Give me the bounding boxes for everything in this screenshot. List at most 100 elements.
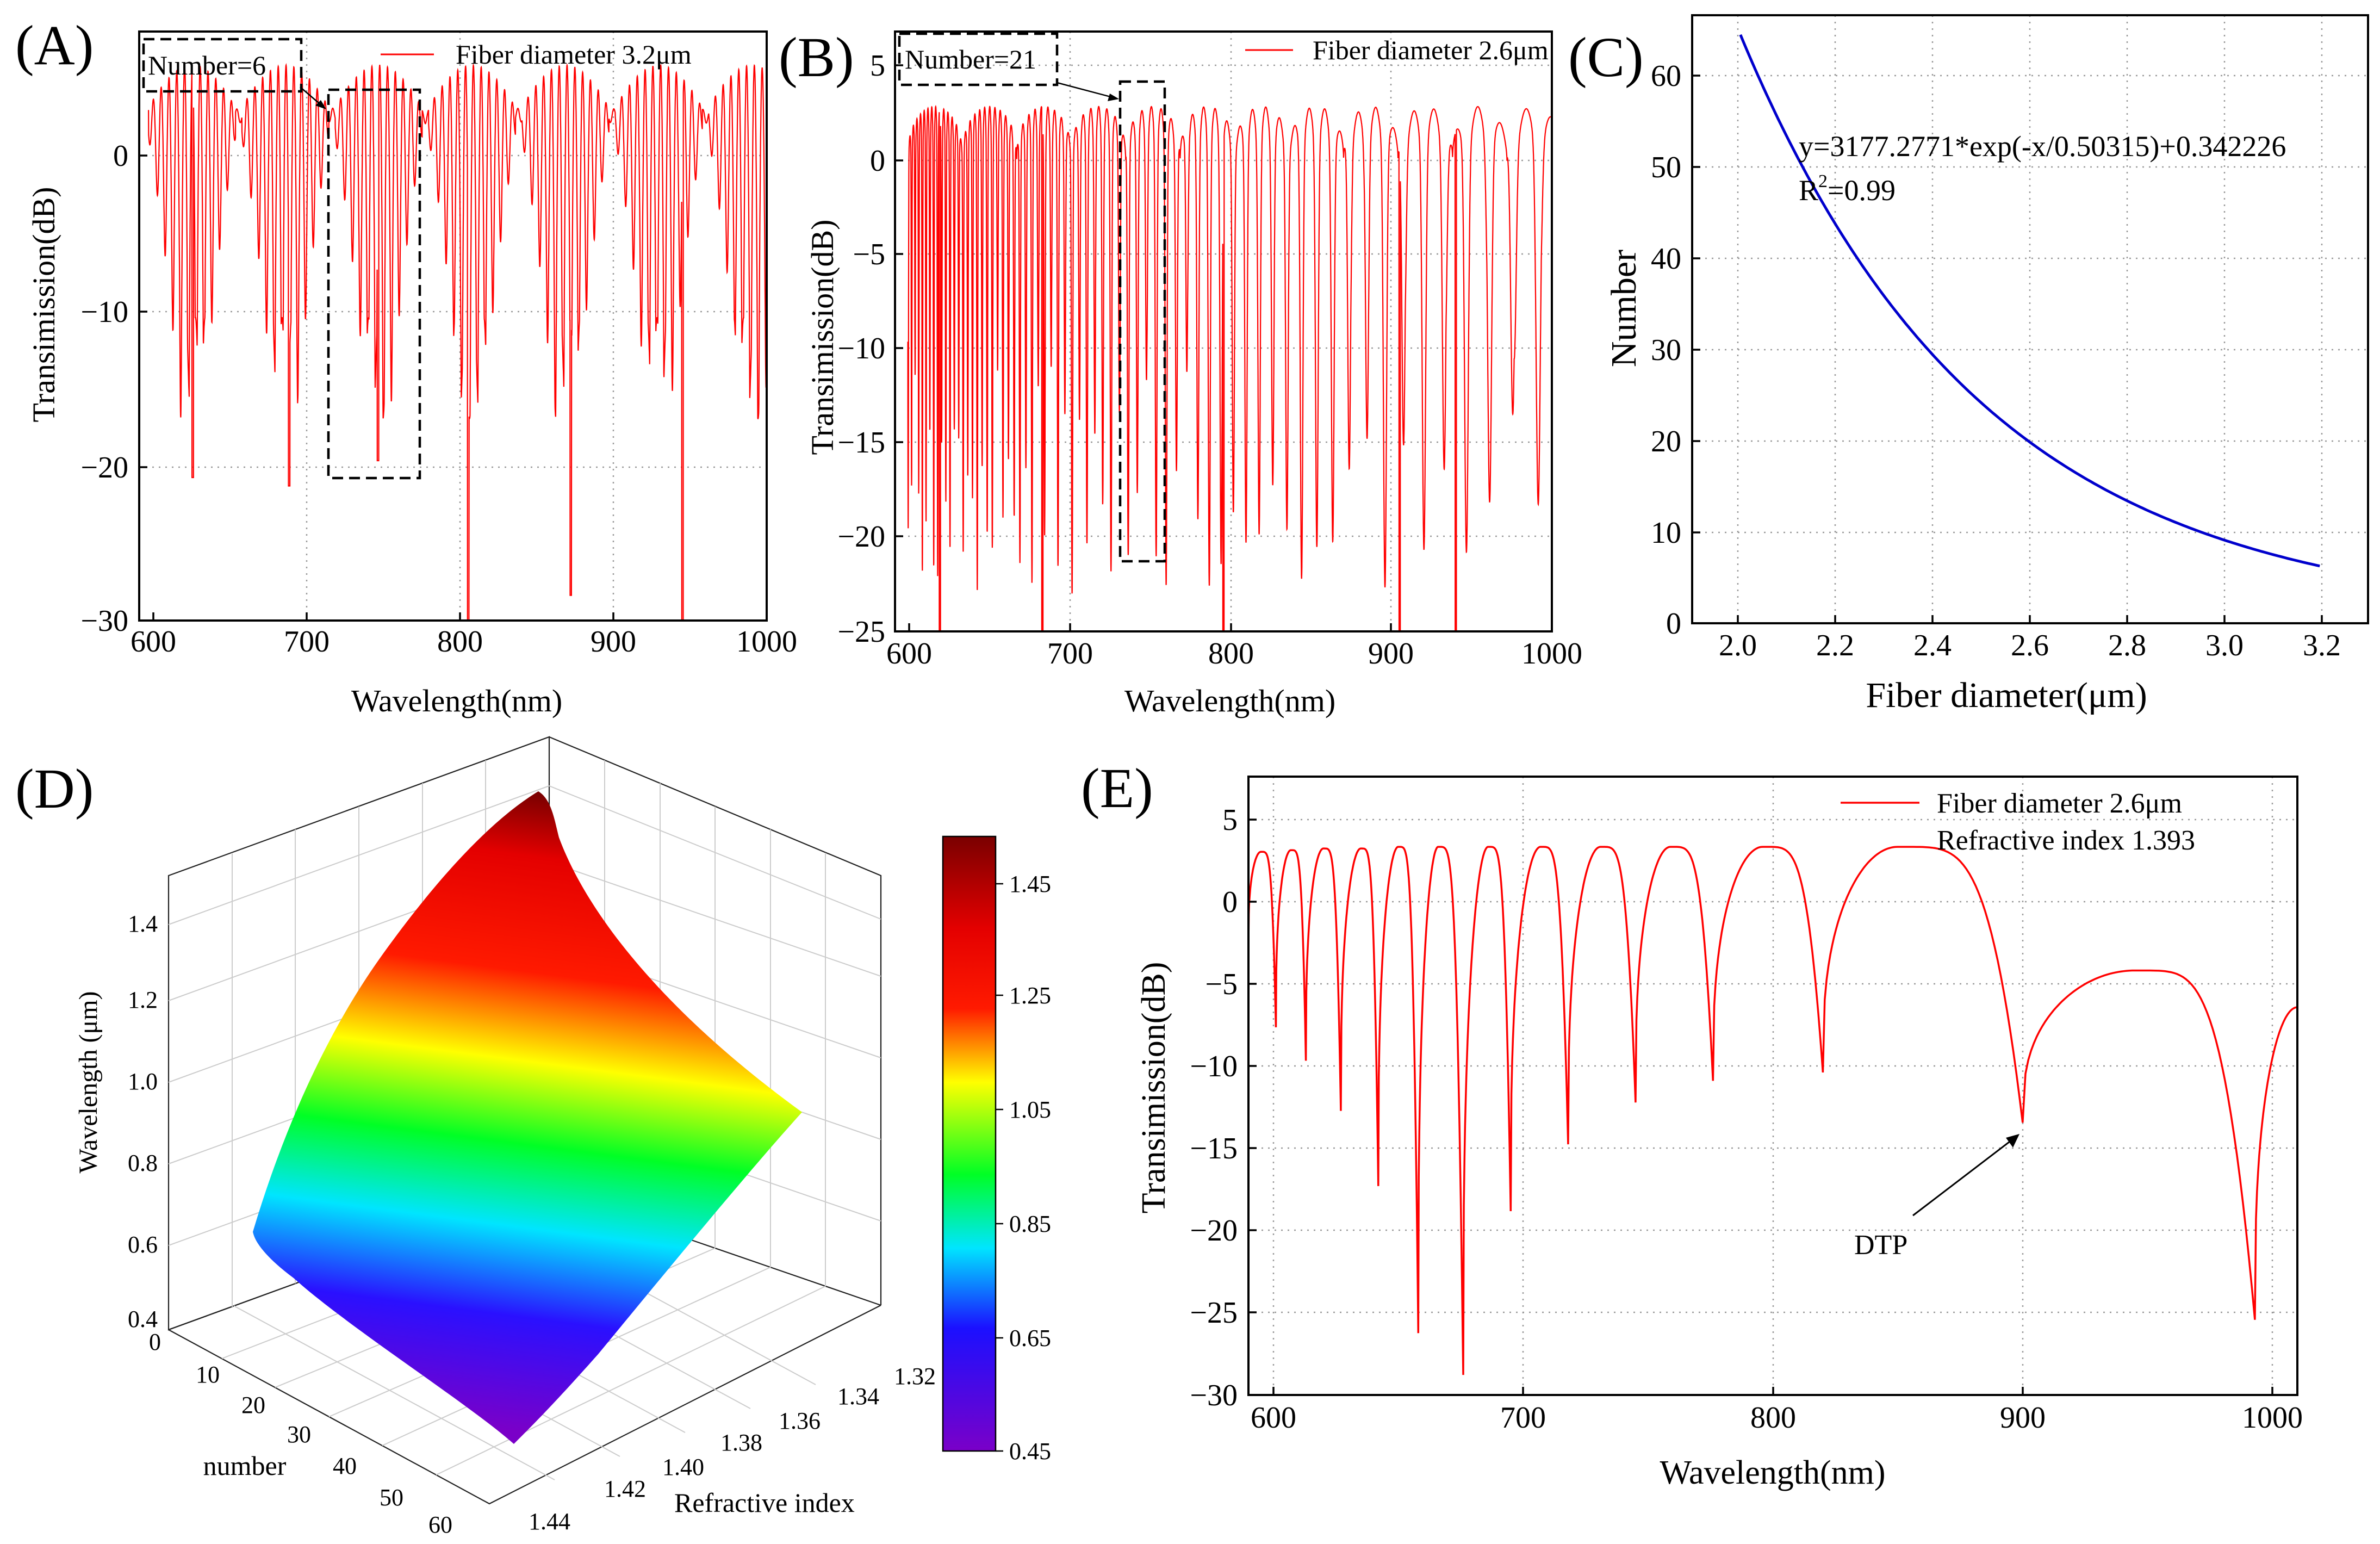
panel-c-xtick: 2.8 [2108,629,2146,662]
panel-a-ticks [139,154,768,622]
panel-a-ytick: −30 [80,604,128,638]
panel-a-xtick: 800 [437,625,483,659]
panel-b-pointer-arrow [1057,82,1115,99]
panel-c-xtick: 2.2 [1816,629,1854,662]
panel-d-colorbar-label: 0.45 [1009,1438,1051,1465]
panel-b-xlabel: Wavelength(nm) [1124,683,1335,718]
panel-e-ylabel: Transimission(dB) [1135,962,1172,1214]
panel-a-ylabel: Transimission(dB) [26,187,61,423]
panel-d-xtick: 50 [380,1484,403,1511]
panel-e-ytick: −15 [1190,1132,1238,1165]
panel-d-colorbar-label: 0.65 [1009,1325,1051,1351]
panel-e-ytick: −20 [1190,1214,1238,1248]
panel-b-xtick: 600 [886,637,932,671]
panel-e-label: (E) [1081,757,1153,820]
panel-d-ztick: 1.4 [128,910,158,937]
panel-d-ticks: Wavelength (μm) 0.4 0.6 0.8 1.0 1.2 1.4 … [74,910,936,1538]
panel-e-dtp-annotation: DTP [1854,1230,1907,1261]
panel-e-xtick: 700 [1500,1401,1546,1435]
panel-e-xtick: 600 [1251,1401,1296,1435]
panel-d-ytick: 1.42 [604,1475,646,1502]
panel-d-label: (D) [15,758,94,820]
panel-b-xtick: 700 [1047,637,1093,671]
panel-b-ytick: 5 [870,49,885,83]
panel-e: (E) 600 700 800 900 1000 5 0 −5 −10 −15 … [1081,757,2303,1491]
panel-e-ticks [1248,818,2273,1396]
panel-a-number-box [142,38,303,93]
panel-d-yaxis-title: Refractive index [674,1487,855,1518]
panel-c-ytick: 0 [1666,607,1681,641]
panel-c-r-squared: R2=0.99 [1799,171,1896,207]
panel-c-ytick: 20 [1651,425,1681,458]
panel-c-xtick: 3.0 [2205,629,2244,662]
panel-d-colorbar-label: 1.45 [1009,871,1051,897]
panel-c-fit-equation: y=3177.2771*exp(-x/0.50315)+0.342226 [1799,130,2286,163]
panel-e-dtp-arrow [1912,1137,2015,1217]
panel-b-selection-box [1118,80,1166,563]
panel-d-zaxis-title: Wavelength (μm) [74,991,103,1173]
panel-c-ylabel: Number [1604,250,1644,367]
panel-c-fit-curve [1739,34,2320,568]
panel-e-ytick: −10 [1190,1050,1238,1083]
panel-e-xtick: 900 [2000,1401,2046,1435]
panel-e-xtick: 800 [1750,1401,1796,1435]
panel-e-ytick: 5 [1222,803,1238,837]
panel-b-transmission-trace [907,105,1552,631]
panel-c-label: (C) [1568,26,1644,89]
panel-c-xtick: 2.0 [1719,629,1757,662]
panel-c-xlabel: Fiber diameter(μm) [1866,675,2147,715]
panel-d-colorbar-label: 1.25 [1009,982,1051,1009]
panel-d-ytick: 1.34 [837,1383,879,1410]
panel-d-xtick: 10 [196,1361,220,1388]
panel-d-colorbar [942,835,997,1452]
panel-d-xtick: 0 [149,1329,161,1355]
panel-d-colorbar-ticks [996,883,1003,1452]
panel-e-ytick: −25 [1190,1296,1238,1330]
panel-b-xtick: 900 [1368,637,1414,671]
panel-e-xtick: 1000 [2242,1401,2303,1435]
panel-a-xtick: 700 [284,625,330,659]
panel-b-xtick: 800 [1208,637,1254,671]
panel-c-ticks [1692,75,2323,624]
panel-e-dtp-arrowhead [2006,1134,2019,1148]
panel-b-xtick: 1000 [1521,637,1582,671]
panel-b-ytick: −15 [837,426,885,460]
panel-e-legend-refractive-index: Refractive index 1.393 [1937,825,2195,856]
panel-b-ytick: −10 [837,332,885,365]
panel-a-number-annotation: Number=6 [148,50,266,80]
panel-d-ytick: 1.38 [720,1429,762,1456]
panel-d-ytick: 1.36 [779,1407,821,1434]
panel-c-ytick: 30 [1651,333,1681,367]
panel-d-ytick: 1.40 [662,1454,704,1480]
panel-d-xtick: 30 [287,1421,311,1448]
panel-b-ylabel: Transimission(dB) [805,220,840,455]
panel-d-xaxis-title: number [203,1450,287,1481]
panel-e-transmission-trace [1248,846,2297,1375]
panel-e-legend-text: Fiber diameter 2.6μm [1937,788,2182,819]
panel-d-xtick: 40 [333,1453,357,1479]
panel-e-ytick: −5 [1205,968,1238,1001]
panel-a-ytick: −20 [80,451,128,485]
panel-b-ytick: −5 [853,238,885,271]
panel-a-xtick: 900 [591,625,636,659]
panel-a-frame [138,30,768,622]
panel-d-xtick: 20 [241,1392,265,1418]
panel-e-xlabel: Wavelength(nm) [1660,1454,1885,1491]
panel-c-ytick: 60 [1651,59,1681,93]
panel-a-ytick: −10 [80,295,128,329]
panel-a-ytick: 0 [113,139,128,173]
panel-c-grid [1692,15,2368,623]
panel-d-ytick: 1.32 [894,1363,936,1390]
panel-e-ytick: 0 [1222,885,1238,919]
panel-a-xtick: 600 [131,625,176,659]
panel-a-pointer-arrowhead [315,100,326,109]
panel-a: (A) 600 700 800 900 1000 0 −10 −20 −30 W… [15,14,797,718]
panel-b-frame [894,30,1553,633]
panel-c-ytick: 40 [1651,242,1681,276]
panel-a-xtick: 1000 [736,625,797,659]
panel-c-xtick: 3.2 [2303,629,2341,662]
panel-b-number-annotation: Number=21 [905,44,1036,75]
panel-c-xtick: 2.6 [2011,629,2049,662]
panel-d-ztick: 0.6 [128,1231,158,1258]
panel-b-pointer-arrowhead [1108,94,1119,101]
